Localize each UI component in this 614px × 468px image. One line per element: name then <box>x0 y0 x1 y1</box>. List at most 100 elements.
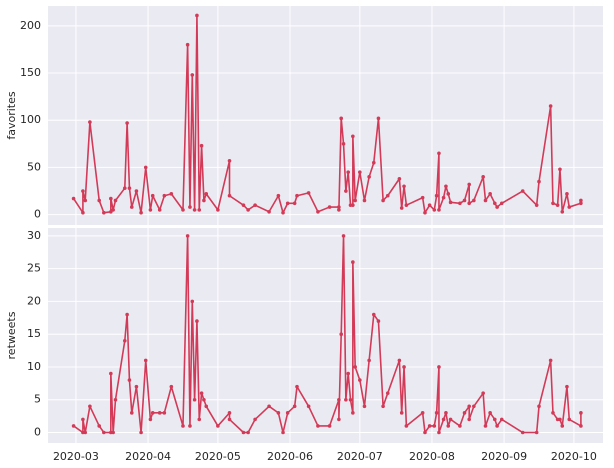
data-point <box>481 175 485 179</box>
data-point <box>423 210 427 215</box>
data-point <box>102 430 106 435</box>
data-point <box>169 192 174 196</box>
data-point <box>472 198 476 203</box>
data-point <box>579 201 583 206</box>
data-point <box>339 332 344 336</box>
data-point <box>488 192 492 196</box>
data-point <box>316 424 320 428</box>
data-point <box>472 404 476 409</box>
data-point <box>427 203 432 207</box>
x-tick-label: 2020-03 <box>53 450 99 463</box>
data-point <box>481 391 485 395</box>
data-point <box>295 384 299 389</box>
data-point <box>227 193 232 198</box>
data-point <box>404 203 409 207</box>
data-point <box>499 417 504 422</box>
data-point <box>125 312 129 317</box>
y-tick-label: 100 <box>20 113 41 126</box>
data-point <box>139 430 143 435</box>
x-tick-label: 2020-04 <box>125 450 171 463</box>
data-point <box>555 203 560 207</box>
data-point <box>267 404 271 409</box>
y-tick-label: 10 <box>27 360 41 373</box>
data-point <box>199 143 204 148</box>
data-point <box>358 378 362 382</box>
data-point <box>537 179 541 184</box>
data-point <box>113 397 118 402</box>
data-point <box>241 203 246 207</box>
data-point <box>399 411 404 415</box>
data-point <box>276 411 281 415</box>
data-point <box>441 417 446 422</box>
data-point <box>351 203 355 207</box>
data-point <box>143 165 148 170</box>
data-point <box>446 424 451 428</box>
x-tick-label: 2020-07 <box>337 450 383 463</box>
data-point <box>181 424 185 428</box>
data-point <box>362 404 367 409</box>
data-point <box>267 209 271 214</box>
data-point <box>83 430 88 435</box>
data-point <box>404 424 409 428</box>
data-point <box>81 417 85 422</box>
data-point <box>83 198 88 203</box>
data-point <box>579 411 583 415</box>
data-point <box>188 424 192 428</box>
data-point <box>122 186 127 190</box>
data-point <box>148 417 153 422</box>
data-point <box>548 358 553 363</box>
data-point <box>150 193 155 198</box>
x-tick-label: 2020-09 <box>481 450 527 463</box>
data-point <box>495 424 499 428</box>
data-point <box>162 193 167 198</box>
data-point <box>520 430 525 435</box>
data-point <box>446 192 451 196</box>
data-point <box>316 209 320 214</box>
data-point <box>285 201 290 206</box>
data-point <box>371 312 376 317</box>
data-point <box>199 391 204 395</box>
data-point <box>216 208 220 212</box>
data-point <box>139 210 143 215</box>
data-point <box>371 160 376 165</box>
data-point <box>327 424 332 428</box>
data-point <box>204 192 209 196</box>
data-point <box>551 411 555 415</box>
data-point <box>381 404 385 409</box>
data-point <box>339 116 344 121</box>
data-point <box>181 208 185 212</box>
data-point <box>190 299 195 304</box>
data-point <box>246 430 250 435</box>
data-point <box>376 116 381 121</box>
data-point <box>362 198 367 203</box>
data-point <box>437 430 441 435</box>
data-point <box>246 208 250 212</box>
data-point <box>337 208 341 212</box>
data-point <box>227 159 232 163</box>
data-point <box>579 424 583 428</box>
data-point <box>434 193 439 198</box>
data-point <box>88 120 92 124</box>
data-point <box>483 424 488 428</box>
x-tick-label: 2020-05 <box>195 450 241 463</box>
data-point <box>125 121 129 125</box>
data-point <box>276 193 281 198</box>
data-point <box>402 365 406 369</box>
data-point <box>157 411 162 415</box>
data-point <box>537 404 541 409</box>
data-point <box>358 170 362 174</box>
x-tick-label: 2020-06 <box>267 450 313 463</box>
y-tick-label: 0 <box>34 426 41 439</box>
data-point <box>71 424 76 428</box>
data-point <box>420 195 425 200</box>
data-point <box>441 195 446 200</box>
data-point <box>127 186 132 190</box>
data-point <box>253 417 257 422</box>
data-point <box>185 234 190 238</box>
data-point <box>467 404 471 409</box>
data-point <box>341 142 346 146</box>
data-point <box>253 203 257 207</box>
data-point <box>402 184 406 189</box>
